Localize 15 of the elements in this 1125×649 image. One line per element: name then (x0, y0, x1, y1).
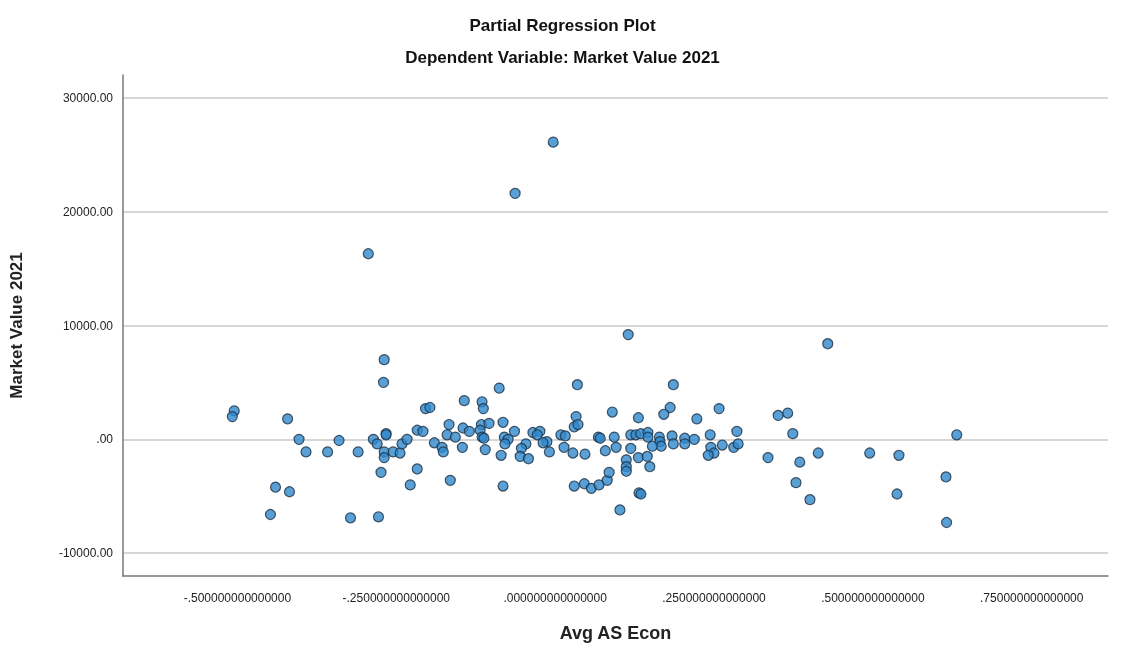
x-tick-label: .000000000000000 (503, 591, 608, 605)
y-tick-label: 20000.00 (62, 204, 114, 219)
chart-title: Partial Regression Plot (469, 16, 656, 35)
x-tick-label: .500000000000000 (821, 591, 925, 605)
y-tick-label: .00 (96, 432, 114, 447)
x-tick-label: .750000000000000 (980, 591, 1084, 605)
x-axis-title: Avg AS Econ (559, 623, 672, 643)
x-tick-label: -.250000000000000 (342, 591, 451, 605)
x-tick-label: -.500000000000000 (183, 591, 292, 605)
y-axis-title: Market Value 2021 (7, 252, 26, 399)
chart-subtitle: Dependent Variable: Market Value 2021 (405, 48, 720, 67)
y-tick-label: 10000.00 (62, 318, 114, 333)
y-tick-label: -10000.00 (58, 546, 114, 561)
x-tick-label: .250000000000000 (662, 591, 767, 605)
y-tick-label: 30000.00 (62, 90, 114, 105)
